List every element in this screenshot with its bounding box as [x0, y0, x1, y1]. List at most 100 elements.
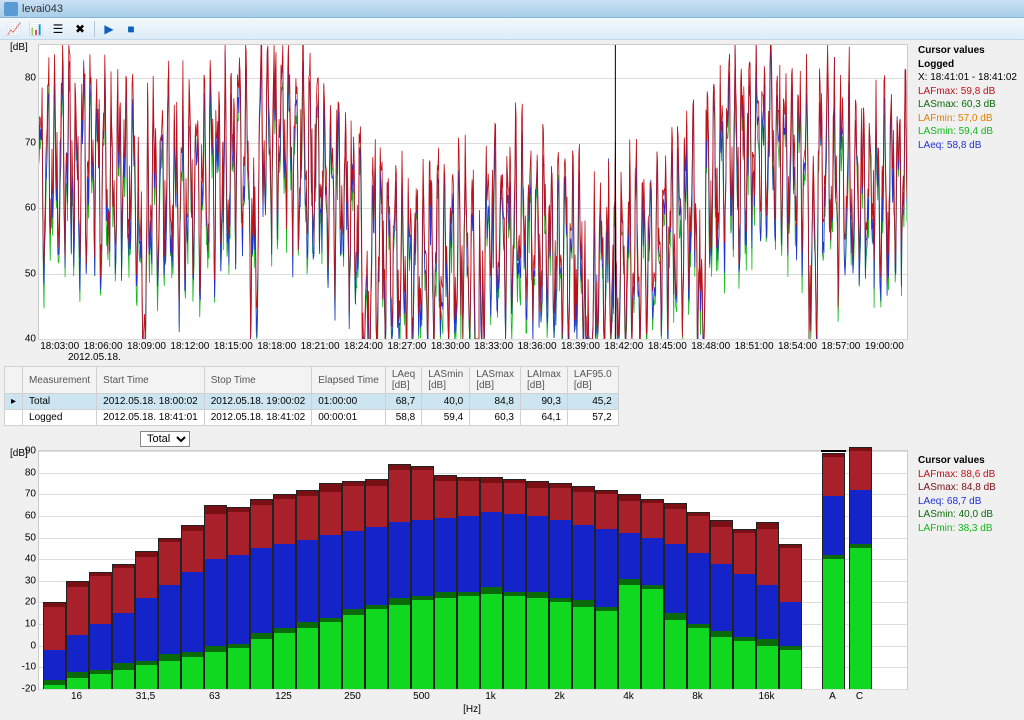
- x-tick-label: 18:54:00: [778, 341, 817, 352]
- bar-segment: [457, 592, 480, 596]
- play-icon[interactable]: ▶: [99, 19, 119, 39]
- x-tick-label: 19:00:00: [865, 341, 904, 352]
- table-header[interactable]: LASmin[dB]: [422, 367, 470, 394]
- bar-segment: [135, 665, 158, 689]
- bar-segment: [849, 544, 872, 548]
- bar-segment: [296, 540, 319, 622]
- bar-segment: [503, 592, 526, 596]
- data-table-wrap: MeasurementStart TimeStop TimeElapsed Ti…: [0, 364, 1024, 428]
- bar-segment: [89, 624, 112, 669]
- spectrum-chart[interactable]: -20-100102030405060708090: [38, 450, 908, 690]
- table-row[interactable]: Logged2012.05.18. 18:41:012012.05.18. 18…: [5, 410, 619, 426]
- bar-segment: [388, 605, 411, 689]
- cursor-value: X: 18:41:01 - 18:41:02: [918, 71, 1020, 85]
- bar-segment: [319, 535, 342, 617]
- bar-segment: [664, 613, 687, 619]
- bar-segment: [457, 596, 480, 689]
- table-header[interactable]: Start Time: [97, 367, 205, 394]
- table-cell: 00:00:01: [312, 410, 386, 426]
- bar-segment: [549, 520, 572, 598]
- cursor-value: LAFmin: 38,3 dB: [918, 522, 1020, 536]
- bar-segment: [618, 501, 641, 533]
- stop-icon[interactable]: ■: [121, 19, 141, 39]
- table-header[interactable]: LAImax[dB]: [521, 367, 568, 394]
- bar-segment: [43, 685, 66, 689]
- y-tick-label: 70: [25, 489, 36, 500]
- table-cell: 64,1: [521, 410, 568, 426]
- bar-segment: [849, 490, 872, 544]
- x-tick-label: 4k: [623, 691, 634, 702]
- bar-segment: [204, 646, 227, 652]
- cursor-value: LASmax: 84,8 dB: [918, 481, 1020, 495]
- cursor-value: LAFmax: 88,6 dB: [918, 468, 1020, 482]
- data-table[interactable]: MeasurementStart TimeStop TimeElapsed Ti…: [4, 366, 619, 426]
- bar-segment: [756, 646, 779, 689]
- bar-segment: [710, 527, 733, 564]
- x-tick-label: 18:21:00: [301, 341, 340, 352]
- bar-segment: [822, 559, 845, 689]
- bar-segment: [342, 486, 365, 531]
- time-series-chart[interactable]: 4050607080: [38, 44, 908, 340]
- bar-segment: [618, 585, 641, 689]
- cursor-value: LAeq: 68,7 dB: [918, 495, 1020, 509]
- bar-segment: [756, 529, 779, 585]
- list-icon[interactable]: ☰: [48, 19, 68, 39]
- bar-segment: [756, 639, 779, 645]
- table-row[interactable]: ▸Total2012.05.18. 18:00:022012.05.18. 19…: [5, 394, 619, 410]
- x-tick-label: 18:57:00: [821, 341, 860, 352]
- table-cell: 84,8: [470, 394, 521, 410]
- cursor-title: Cursor values: [918, 454, 1020, 468]
- table-cell: 2012.05.18. 18:41:01: [97, 410, 205, 426]
- table-cell: 2012.05.18. 18:00:02: [97, 394, 205, 410]
- bar-segment: [112, 568, 135, 613]
- toolbar-separator: [94, 21, 95, 37]
- x-tick-label: 18:27:00: [387, 341, 426, 352]
- app-icon: [4, 2, 18, 16]
- title-bar: levai043: [0, 0, 1024, 18]
- bar-segment: [480, 594, 503, 689]
- bar-segment: [112, 613, 135, 663]
- x-tick-label: 18:48:00: [691, 341, 730, 352]
- table-cell: 57,2: [567, 410, 618, 426]
- bar-segment: [181, 652, 204, 656]
- x-tick-label: 8k: [692, 691, 703, 702]
- time-series-row: [dB] 4050607080 18:03:0018:06:0018:09:00…: [0, 40, 1024, 364]
- table-cell: 58,8: [385, 410, 421, 426]
- measurement-select[interactable]: Total: [140, 431, 190, 447]
- bar-segment: [572, 600, 595, 606]
- table-header[interactable]: LASmax[dB]: [470, 367, 521, 394]
- bar-segment: [779, 650, 802, 689]
- table-header[interactable]: LAeq[dB]: [385, 367, 421, 394]
- chart-icon[interactable]: 📈: [4, 19, 24, 39]
- bar-segment: [641, 585, 664, 589]
- bar-segment: [158, 542, 181, 585]
- bar-segment: [687, 516, 710, 553]
- bar-segment: [526, 592, 549, 598]
- cursor-panel-2: Cursor valuesLAFmax: 88,6 dBLASmax: 84,8…: [914, 450, 1024, 718]
- table-cell: 01:00:00: [312, 394, 386, 410]
- bar-segment: [549, 602, 572, 689]
- y-tick-label: 50: [25, 532, 36, 543]
- bar-segment: [66, 678, 89, 689]
- x-tick-label: 31,5: [136, 691, 155, 702]
- bar-segment: [779, 602, 802, 645]
- bar-segment: [43, 680, 66, 684]
- bar-segment: [822, 496, 845, 554]
- bar-segment: [411, 520, 434, 596]
- bar-segment: [135, 557, 158, 598]
- y-tick-label: 40: [25, 334, 36, 345]
- table-header[interactable]: LAF95.0[dB]: [567, 367, 618, 394]
- close-x-icon[interactable]: ✖: [70, 19, 90, 39]
- y-tick-label: 40: [25, 554, 36, 565]
- bar-icon[interactable]: 📊: [26, 19, 46, 39]
- toolbar: 📈 📊 ☰ ✖ ▶ ■: [0, 18, 1024, 40]
- bar-segment: [158, 661, 181, 689]
- bar-segment: [641, 538, 664, 586]
- x-tick-label: 18:42:00: [604, 341, 643, 352]
- table-header[interactable]: Elapsed Time: [312, 367, 386, 394]
- table-header[interactable]: Stop Time: [204, 367, 312, 394]
- bar-segment: [342, 531, 365, 609]
- bar-segment: [618, 579, 641, 585]
- table-header[interactable]: Measurement: [23, 367, 97, 394]
- cursor-subtitle: Logged: [918, 58, 1020, 72]
